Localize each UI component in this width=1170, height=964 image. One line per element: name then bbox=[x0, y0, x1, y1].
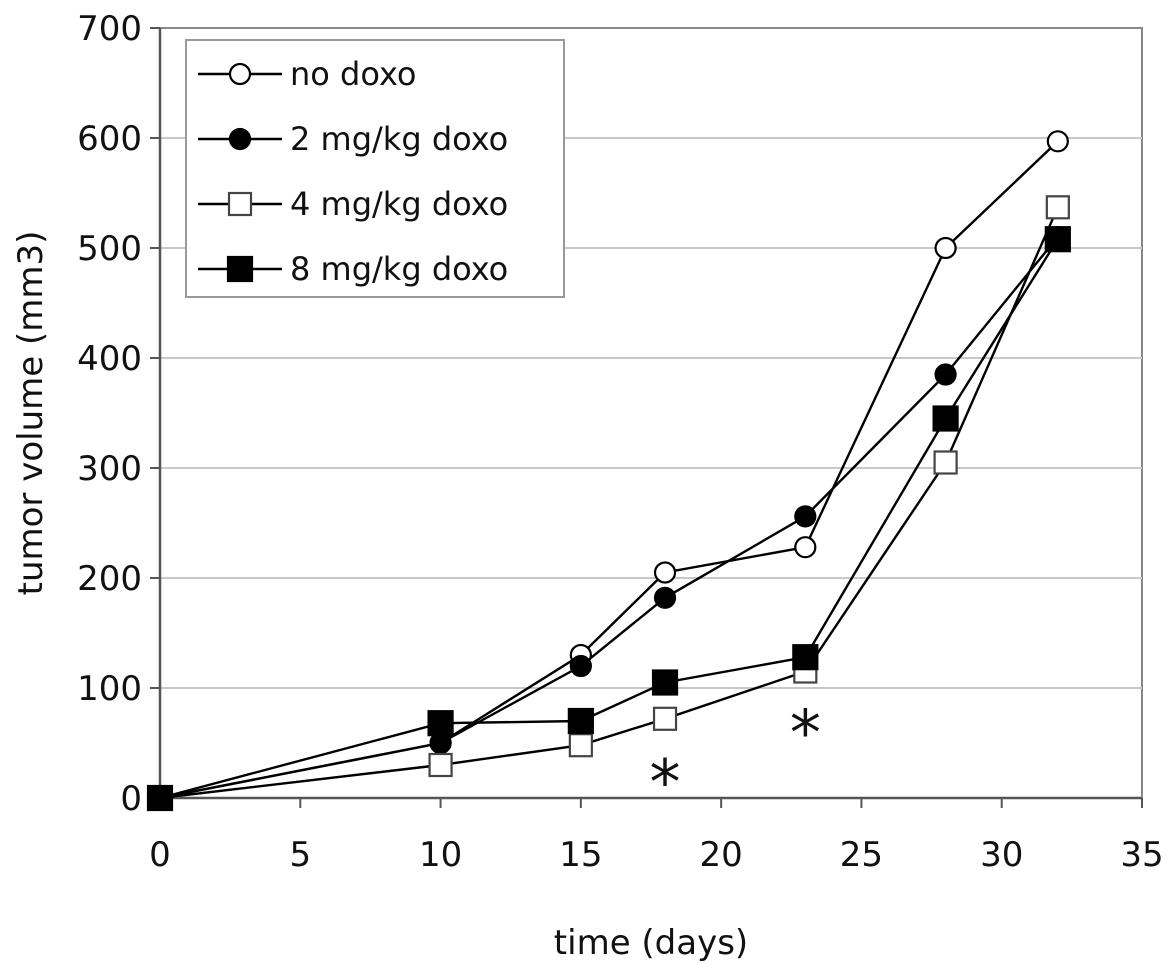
x-tick-label: 30 bbox=[980, 835, 1023, 875]
data-point-no-doxo bbox=[1046, 130, 1069, 153]
data-point-2-mg-kg-doxo bbox=[794, 505, 817, 528]
data-point-2-mg-kg-doxo bbox=[569, 654, 592, 678]
x-tick-label: 35 bbox=[1120, 835, 1163, 875]
y-tick-label: 300 bbox=[77, 449, 142, 489]
y-axis-title: tumor volume (mm3) bbox=[11, 231, 51, 596]
y-tick-label: 600 bbox=[77, 119, 142, 159]
data-point-8-mg-kg-doxo bbox=[651, 669, 679, 696]
legend-marker-no-doxo bbox=[228, 62, 252, 86]
legend: no doxo 2 mg/kg doxo 4 mg/kg doxo 8 mg/kg d… bbox=[185, 39, 565, 298]
data-point-8-mg-kg-doxo bbox=[427, 710, 454, 737]
y-tick-label: 700 bbox=[77, 9, 142, 49]
data-point-8-mg-kg-doxo bbox=[1044, 226, 1071, 253]
x-tick-label: 0 bbox=[149, 835, 171, 875]
y-tick-label: 200 bbox=[77, 559, 142, 599]
legend-marker-4-mg-kg-doxo bbox=[227, 191, 253, 217]
data-point-4-mg-kg-doxo bbox=[652, 706, 678, 731]
legend-marker-2-mg-kg-doxo bbox=[228, 127, 252, 151]
data-point-4-mg-kg-doxo bbox=[933, 450, 958, 475]
data-point-no-doxo bbox=[934, 236, 957, 260]
x-tick-label: 5 bbox=[289, 835, 311, 875]
data-point-2-mg-kg-doxo bbox=[934, 363, 957, 386]
data-point-4-mg-kg-doxo bbox=[568, 733, 593, 758]
data-point-8-mg-kg-doxo bbox=[792, 644, 819, 671]
annotations: ** bbox=[650, 697, 821, 820]
tick-labels: 0 100 200 300 400 500 600 700 0 5 10 15 20 25 30 35 bbox=[77, 9, 1164, 875]
data-point-8-mg-kg-doxo bbox=[146, 784, 174, 812]
y-tick-label: 0 bbox=[120, 779, 142, 819]
y-tick-label: 100 bbox=[77, 669, 142, 709]
legend-label-8-mg-kg-doxo: 8 mg/kg doxo bbox=[290, 250, 508, 288]
data-point-2-mg-kg-doxo bbox=[653, 586, 677, 609]
data-point-no-doxo bbox=[794, 536, 817, 559]
data-point-no-doxo bbox=[653, 561, 677, 584]
data-point-4-mg-kg-doxo bbox=[428, 752, 453, 778]
data-point-8-mg-kg-doxo bbox=[932, 405, 959, 432]
y-tick-label: 500 bbox=[77, 229, 142, 269]
legend-box bbox=[185, 39, 565, 298]
legend-label-no-doxo: no doxo bbox=[290, 55, 416, 93]
legend-label-4-mg-kg-doxo: 4 mg/kg doxo bbox=[290, 185, 508, 223]
series-markers bbox=[146, 130, 1071, 812]
data-point-8-mg-kg-doxo bbox=[567, 707, 594, 735]
x-tick-label: 10 bbox=[419, 835, 462, 875]
significance-asterisk: * bbox=[790, 697, 821, 770]
data-point-4-mg-kg-doxo bbox=[1045, 195, 1070, 220]
legend-label-2-mg-kg-doxo: 2 mg/kg doxo bbox=[290, 120, 508, 158]
x-tick-label: 25 bbox=[840, 835, 883, 875]
x-tick-label: 20 bbox=[700, 835, 743, 875]
y-tick-label: 400 bbox=[77, 339, 142, 379]
x-tick-label: 15 bbox=[559, 835, 602, 875]
legend-marker-8-mg-kg-doxo bbox=[226, 255, 254, 283]
significance-asterisk: * bbox=[650, 746, 681, 819]
x-axis-title: time (days) bbox=[554, 923, 748, 963]
